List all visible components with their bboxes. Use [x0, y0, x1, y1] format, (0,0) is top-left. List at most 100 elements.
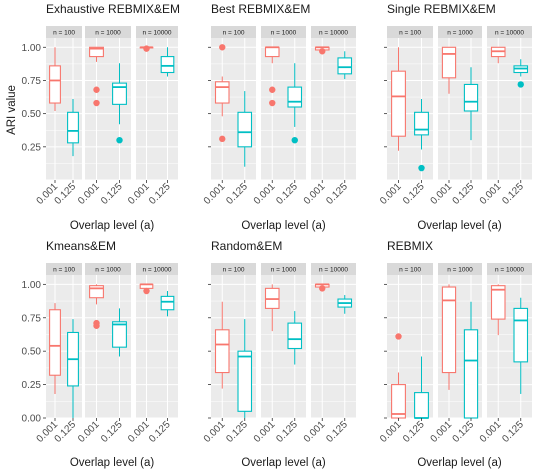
facet-label: n = 1000: [271, 30, 297, 37]
panel-title: Single REBMIX&EM: [387, 2, 496, 16]
panel-title: Random&EM: [211, 239, 282, 253]
box-0_001: [391, 47, 406, 151]
box-body: [414, 111, 429, 136]
outlier-point: [143, 45, 150, 52]
x-tick-label: 0.001: [202, 181, 228, 207]
x-tick-label: 0.125: [451, 181, 477, 207]
facet-label: n = 100: [53, 267, 75, 274]
box-0_125: [463, 67, 479, 141]
panel-title: Best REBMIX&EM: [211, 2, 310, 16]
box-body: [67, 111, 79, 144]
box-0_001: [139, 283, 154, 295]
facet-strip: [136, 26, 178, 38]
outlier-point: [291, 136, 298, 144]
box-0_001: [314, 46, 330, 55]
box-body: [441, 46, 457, 79]
x-tick-label: 0.125: [53, 181, 79, 207]
facet-label: n = 10000: [142, 30, 171, 37]
facet-label: n = 1000: [95, 267, 121, 274]
facet-label: n = 1000: [95, 30, 121, 37]
box-0_125: [112, 63, 127, 144]
box-0_125: [337, 51, 353, 80]
box-0_001: [314, 283, 330, 292]
box-body: [463, 329, 479, 419]
x-tick-label: 0.001: [429, 181, 455, 207]
box-body: [264, 46, 280, 58]
panel-title: Exhaustive REBMIX&EM: [46, 2, 180, 16]
x-tick-label: 0.001: [378, 419, 404, 445]
facet-strip: [387, 263, 433, 275]
facet-label: n = 100: [223, 267, 245, 274]
x-tick-label: 0.001: [126, 419, 152, 445]
box-body: [49, 65, 61, 104]
box-0_001: [264, 46, 280, 107]
box-0_001: [139, 45, 154, 52]
x-tick-label: 0.125: [500, 181, 526, 207]
box-body: [160, 295, 175, 311]
facet-strip: [487, 26, 532, 38]
outlier-point: [319, 48, 326, 55]
box-0_001: [391, 333, 406, 419]
facet-strip: [438, 263, 482, 275]
x-tick-label: 0.125: [500, 419, 526, 445]
panel-background: [46, 38, 82, 180]
x-tick-label: 0.001: [76, 419, 102, 445]
box-0_001: [89, 46, 104, 107]
box-body: [160, 56, 175, 74]
facet-label: n = 10000: [495, 30, 524, 37]
x-tick-label: 0.001: [302, 419, 328, 445]
x-tick-label: 0.001: [76, 181, 102, 207]
box-body: [287, 322, 303, 350]
box-0_125: [237, 319, 253, 418]
facet-label: n = 100: [53, 30, 75, 37]
y-tick-label: 0.25: [22, 380, 42, 391]
x-tick-label: 0.001: [252, 181, 278, 207]
facet-label: n = 1000: [447, 30, 473, 37]
facet-strip: [85, 26, 131, 38]
x-tick-label: 0.125: [224, 419, 250, 445]
facet-strip: [261, 263, 306, 275]
x-tick-label: 0.125: [99, 181, 125, 207]
x-tick-label: 0.125: [147, 419, 173, 445]
y-tick-label: 1.00: [22, 43, 42, 54]
y-tick-label: 1.00: [22, 280, 42, 291]
x-tick-label: 0.125: [53, 419, 79, 445]
x-tick-label: 0.125: [147, 181, 173, 207]
facet-strip: [487, 263, 532, 275]
x-tick-label: 0.125: [224, 181, 250, 207]
box-0_125: [160, 47, 175, 77]
y-tick-label: 0.50: [22, 347, 42, 358]
facet-strip: [136, 263, 178, 275]
outlier-point: [269, 99, 276, 107]
panel-background: [85, 38, 131, 180]
box-body: [337, 57, 353, 75]
x-tick-label: 0.125: [401, 181, 427, 207]
box-0_001: [214, 301, 230, 389]
x-tick-label: 0.001: [429, 419, 455, 445]
box-0_001: [214, 44, 230, 143]
outlier-point: [93, 99, 100, 107]
box-body: [112, 82, 127, 105]
y-tick-label: 0.75: [22, 313, 42, 324]
facet-strip: [261, 26, 306, 38]
facet-strip: [46, 263, 82, 275]
y-tick-label: 0.25: [22, 142, 42, 153]
box-0_001: [49, 303, 61, 394]
x-axis-title: Overlap level (a): [241, 457, 326, 469]
facet-label: n = 100: [399, 30, 421, 37]
box-0_125: [237, 91, 253, 167]
box-0_125: [513, 297, 529, 394]
box-body: [463, 83, 479, 112]
box-0_001: [89, 284, 104, 329]
x-axis-title: Overlap level (a): [417, 220, 502, 232]
